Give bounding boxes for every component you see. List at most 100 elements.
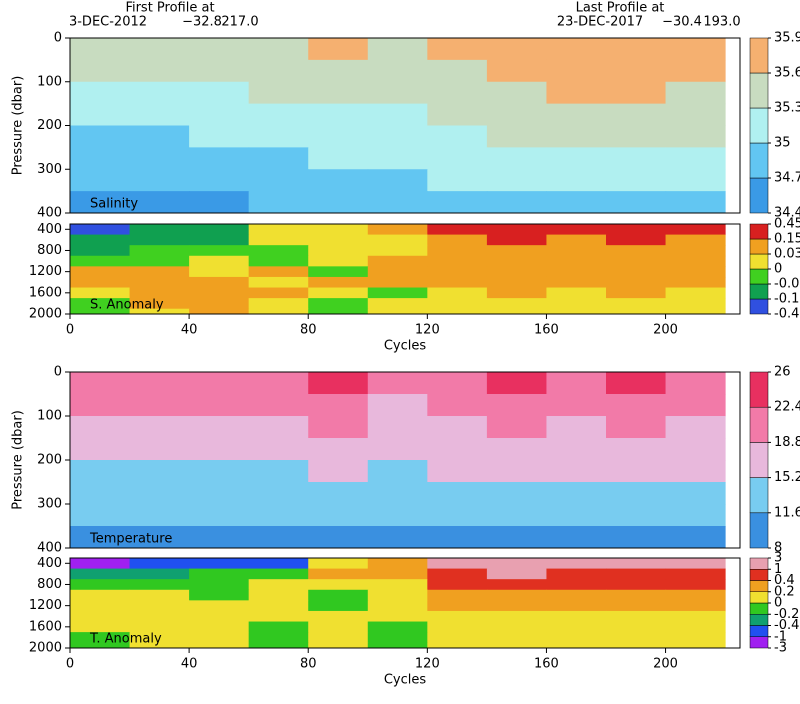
colorbar-label: -1 [774,629,787,644]
y-tick-label: 1200 [29,264,62,279]
cell [546,276,607,289]
cell [427,125,488,148]
cell [546,81,607,105]
cell [189,632,250,644]
cell [367,266,428,278]
cell [427,224,488,236]
cell [427,147,488,170]
cell [606,255,667,267]
cell [665,125,726,148]
cell [70,276,131,289]
cell [486,298,547,310]
x-axis-label: Cycles [384,339,427,354]
colorbar-label: 22.4 [774,400,800,415]
cell [367,81,428,105]
cell [427,504,488,527]
cell [189,438,250,461]
cell [308,416,369,439]
cell [248,125,309,148]
cell [606,169,667,192]
y-tick-label: 800 [37,243,62,258]
colorbar-label: 34.4 [774,206,800,221]
cell [367,621,428,633]
cell [70,558,131,570]
cell [308,224,369,236]
cell [546,416,607,439]
cell [606,460,667,483]
cell [546,308,607,314]
cell [248,558,309,570]
panel-annotation: T. Anomaly [89,632,162,647]
cell [189,589,250,601]
cell [70,632,131,644]
frame [69,557,741,649]
y-tick-label: 0 [54,31,62,46]
cell [606,438,667,461]
y-tick-label: 300 [37,162,62,177]
cell [129,38,190,61]
cell [70,610,131,623]
cell [129,169,190,192]
y-tick-label: 2000 [29,307,62,322]
first-date: 3-DEC-2012 [69,15,147,30]
cell [367,610,428,623]
y-tick-label: 400 [37,556,62,571]
cell [248,642,309,648]
first-lat: −32.8 [182,15,222,30]
cell [486,416,547,439]
cell [129,245,190,257]
cell [546,482,607,505]
colorbar-segment [749,580,769,592]
colorbar-label: 0.4 [774,573,795,588]
cell [486,191,547,213]
cell [70,438,131,461]
cell [606,610,667,623]
x-tick-label: 120 [415,323,440,338]
cell [70,59,131,83]
cell [70,526,131,548]
cell [427,610,488,623]
cell [606,191,667,213]
cell [367,308,428,314]
cell [248,234,309,246]
cell [546,59,607,83]
cell [367,38,428,61]
cell [70,394,131,417]
cell [367,255,428,267]
cell [129,526,190,548]
cell [189,642,250,648]
colorbar-label: 35.9 [774,31,800,46]
cell [129,568,190,580]
cell [308,600,369,612]
cell [70,103,131,126]
cell [486,632,547,644]
cell [486,642,547,648]
cell [546,579,607,591]
cell [427,438,488,461]
cell [606,558,667,570]
cell [129,125,190,148]
cell [665,438,726,461]
y-axis-label: Pressure (dbar) [11,410,26,510]
cell [248,526,309,548]
cell [70,460,131,483]
cell [606,224,667,236]
cell [427,589,488,601]
y-tick-label: 1600 [29,619,62,634]
cell [308,308,369,314]
cell [427,169,488,192]
cell [427,460,488,483]
cell [665,245,726,257]
cell [367,558,428,570]
cell [486,169,547,192]
cell [665,224,726,236]
cell [486,600,547,612]
cell [546,589,607,601]
cell [189,298,250,310]
colorbar-label: 0.15 [774,232,800,247]
cell [70,191,131,213]
cell [248,38,309,61]
cell [189,224,250,236]
cell [546,558,607,570]
